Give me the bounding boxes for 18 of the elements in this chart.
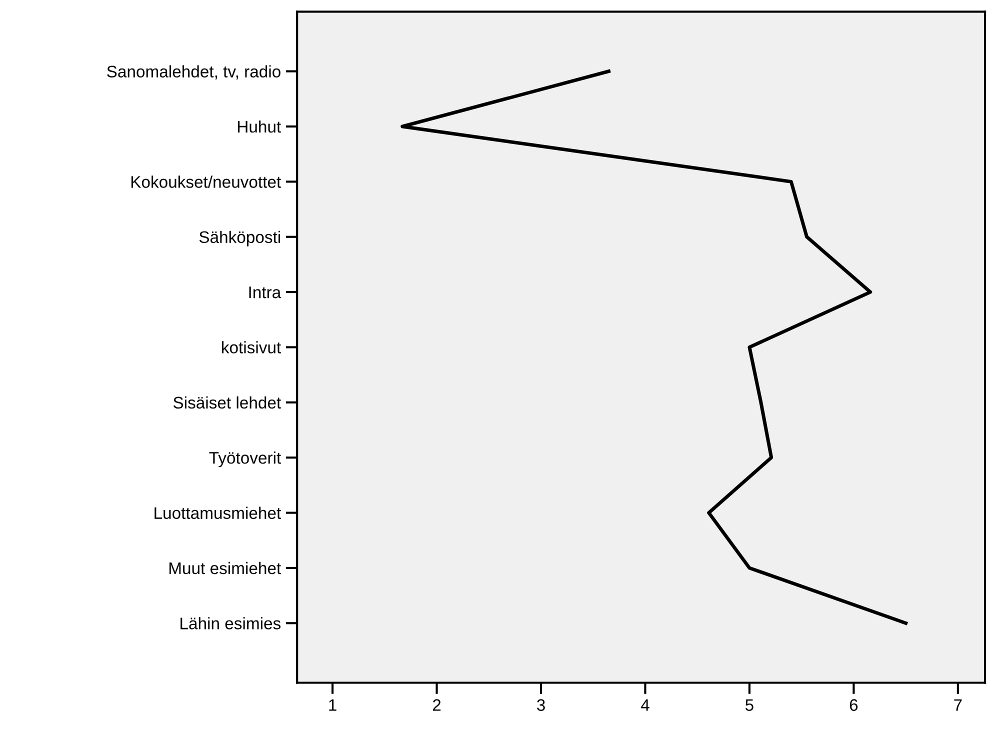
y-tick-label: Lähin esimies (180, 617, 281, 630)
x-tick-label: 2 (432, 699, 441, 711)
y-tick-label: Muut esimiehet (169, 562, 281, 574)
y-tick-label: Sähköposti (199, 230, 280, 246)
y-tick-label: Intra (249, 286, 282, 298)
y-tick-label: Työtoverit (209, 452, 281, 468)
y-tick-label: Sisäiset lehdet (173, 396, 281, 409)
y-tick-label: Luottamusmiehet (154, 506, 281, 519)
x-tick-label: 5 (745, 699, 754, 711)
y-tick-label: kotisivut (222, 341, 281, 354)
x-tick-label: 7 (954, 699, 962, 711)
y-tick-label: Kokoukset/neuvottet (131, 176, 281, 188)
x-tick-label: 1 (329, 699, 336, 711)
x-tick-label: 6 (850, 699, 858, 711)
x-tick-label: 4 (640, 699, 650, 711)
y-tick-label: Sanomalehdet, tv, radio (107, 65, 280, 80)
x-tick-label: 3 (536, 699, 545, 711)
y-tick-label: Huhut (238, 120, 281, 133)
